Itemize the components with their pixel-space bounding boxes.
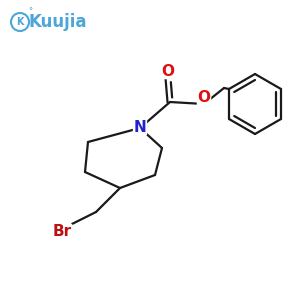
Text: K: K: [16, 17, 24, 27]
Text: Br: Br: [52, 224, 72, 239]
Text: O: O: [161, 64, 175, 79]
Text: O: O: [197, 89, 211, 104]
Text: °: °: [28, 8, 32, 16]
Text: Kuujia: Kuujia: [29, 13, 87, 31]
Text: N: N: [134, 119, 146, 134]
